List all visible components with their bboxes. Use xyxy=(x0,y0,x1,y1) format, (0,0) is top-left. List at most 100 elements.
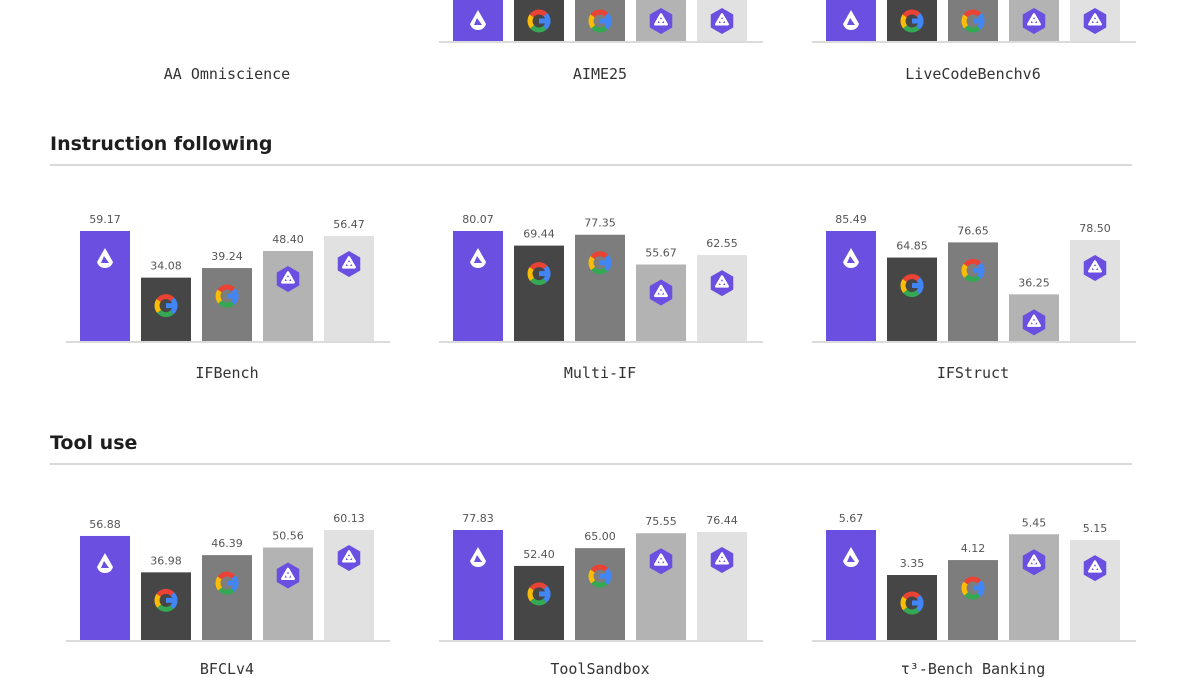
chart-title: ToolSandbox xyxy=(550,660,650,678)
chart-svg: 80.07 69.44 77.35 55.67 62.55 xyxy=(439,213,763,343)
chart-title: IFBench xyxy=(195,364,259,382)
bar-value-label: 76.65 xyxy=(957,224,989,237)
bar-value-label: 75.55 xyxy=(645,515,677,528)
google-logo-icon xyxy=(527,9,551,33)
bar-value-label: 36.98 xyxy=(150,554,182,567)
google-logo-icon xyxy=(961,9,985,33)
bar xyxy=(80,231,130,341)
bar xyxy=(697,255,747,341)
chart-svg: -74.47-54.30 xyxy=(64,0,390,43)
bar xyxy=(453,231,503,341)
bar xyxy=(202,555,252,640)
google-logo-icon xyxy=(588,251,612,275)
chart-svg: 56.88 36.98 46.39 50.56 60.13 xyxy=(66,512,390,642)
google-logo-icon xyxy=(961,258,985,282)
chart-ifbench: 59.17 34.08 39.24 48.40 56.47 xyxy=(64,193,390,343)
chart-aa-omniscience: -74.47-54.30 xyxy=(64,0,390,43)
bar-value-label: 5.67 xyxy=(839,512,864,525)
bar-value-label: 85.49 xyxy=(835,213,867,226)
chart-toolsandbox: 77.83 52.40 65.00 75.55 76.44 xyxy=(437,492,763,642)
bar-value-label: 3.35 xyxy=(900,557,925,570)
bar xyxy=(453,530,503,640)
section-divider xyxy=(50,164,1132,166)
qwen-logo-icon xyxy=(710,270,734,297)
chart-title: BFCLv4 xyxy=(199,660,255,678)
chart-svg xyxy=(439,0,763,43)
bar-value-label: 55.67 xyxy=(645,247,677,260)
google-logo-icon xyxy=(961,576,985,600)
google-logo-icon xyxy=(527,582,551,606)
qwen-logo-icon xyxy=(649,548,673,575)
chart-title: Multi-IF xyxy=(563,364,637,382)
google-logo-icon xyxy=(588,564,612,588)
bar-value-label: 5.45 xyxy=(1022,516,1047,529)
chart-title: τ³-Bench Banking xyxy=(900,660,1046,678)
chart-svg: 59.17 34.08 39.24 48.40 56.47 xyxy=(66,213,390,343)
bar-value-label: 50.56 xyxy=(272,530,304,543)
bar-value-label: 4.12 xyxy=(961,542,986,555)
bar-value-label: 76.44 xyxy=(706,514,738,527)
bar-value-label: 65.00 xyxy=(584,530,616,543)
section-title-instruction-following: Instruction following xyxy=(50,133,273,155)
chart-svg: 77.83 52.40 65.00 75.55 76.44 xyxy=(439,512,763,642)
chart-svg: 5.67 3.35 4.12 5.45 5.15 xyxy=(812,512,1136,642)
chart-bfclv4: 56.88 36.98 46.39 50.56 60.13 xyxy=(64,492,390,642)
chart-svg: 85.49 64.85 76.65 36.25 78.50 xyxy=(812,213,1136,343)
google-logo-icon xyxy=(900,9,924,33)
bar xyxy=(1070,540,1120,640)
section-title-tool-use: Tool use xyxy=(50,432,138,454)
google-logo-icon xyxy=(527,262,551,286)
google-logo-icon xyxy=(588,9,612,33)
bar xyxy=(263,251,313,341)
bar-value-label: 48.40 xyxy=(272,233,304,246)
qwen-logo-icon xyxy=(1083,555,1107,582)
qwen-logo-icon xyxy=(649,279,673,306)
bar xyxy=(514,245,564,341)
qwen-logo-icon xyxy=(710,546,734,573)
bar xyxy=(263,547,313,640)
qwen-logo-icon xyxy=(1083,254,1107,281)
bar-value-label: 78.50 xyxy=(1079,222,1111,235)
google-logo-icon xyxy=(154,588,178,612)
bar-value-label: 56.88 xyxy=(89,518,121,531)
chart-multi-if: 80.07 69.44 77.35 55.67 62.55 xyxy=(437,193,763,343)
section-divider xyxy=(50,463,1132,465)
bar xyxy=(80,535,130,640)
bar xyxy=(887,575,937,640)
bar-value-label: 5.15 xyxy=(1083,522,1108,535)
chart-tau3-bench-banking: 5.67 3.35 4.12 5.45 5.15 xyxy=(810,492,1136,642)
bar xyxy=(141,277,191,341)
chart-title: IFStruct xyxy=(936,364,1010,382)
qwen-logo-icon xyxy=(337,251,361,278)
bar xyxy=(948,560,998,640)
bar-value-label: 77.35 xyxy=(584,217,616,230)
bar xyxy=(141,572,191,640)
qwen-logo-icon xyxy=(1022,549,1046,576)
bar-value-label: 52.40 xyxy=(523,548,555,561)
bar-value-label: 39.24 xyxy=(211,250,243,263)
qwen-logo-icon xyxy=(276,266,300,293)
google-logo-icon xyxy=(215,284,239,308)
bar xyxy=(887,257,937,341)
chart-title: AA Omniscience xyxy=(163,65,291,83)
bar-value-label: 56.47 xyxy=(333,218,365,231)
bar-value-label: 80.07 xyxy=(462,213,494,226)
bar-value-label: 60.13 xyxy=(333,512,365,525)
qwen-logo-icon xyxy=(1022,309,1046,336)
chart-ifstruct: 85.49 64.85 76.65 36.25 78.50 xyxy=(810,193,1136,343)
qwen-logo-icon xyxy=(337,545,361,571)
qwen-logo-icon xyxy=(649,8,673,34)
chart-livecodebenchv6 xyxy=(810,0,1136,43)
bar-value-label: 34.08 xyxy=(150,260,182,273)
bar-value-label: 36.25 xyxy=(1018,276,1050,289)
bar-value-label: 46.39 xyxy=(211,537,243,550)
chart-aime25 xyxy=(437,0,763,43)
bar-value-label: 59.17 xyxy=(89,213,121,226)
qwen-logo-icon xyxy=(276,562,300,589)
google-logo-icon xyxy=(215,571,239,595)
bar-value-label: 62.55 xyxy=(706,237,738,250)
bar xyxy=(575,234,625,341)
bar xyxy=(948,242,998,341)
chart-svg xyxy=(812,0,1136,43)
qwen-logo-icon xyxy=(1083,8,1107,34)
